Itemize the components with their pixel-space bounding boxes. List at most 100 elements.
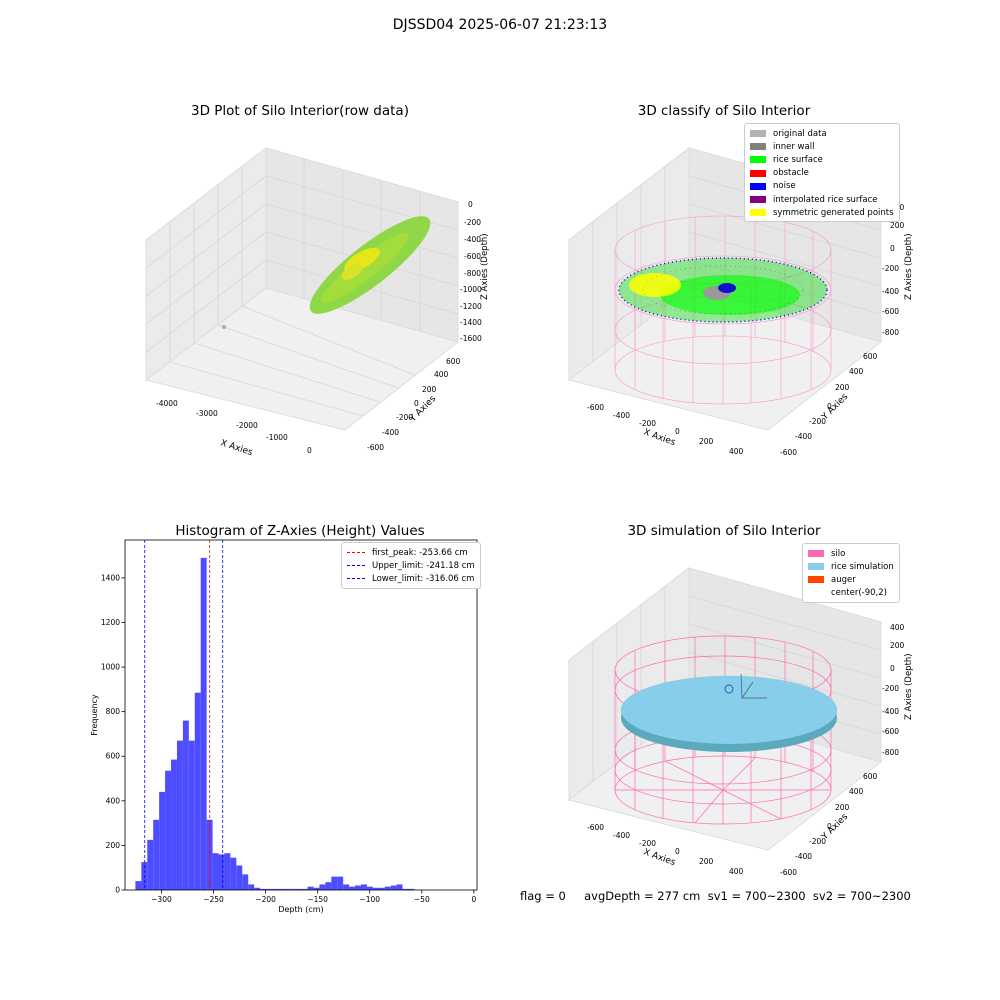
histogram-bar [159, 791, 166, 890]
svg-text:400: 400 [729, 867, 744, 876]
svg-text:-1600: -1600 [460, 334, 482, 343]
svg-text:0: 0 [468, 200, 473, 209]
histogram-bar [372, 887, 379, 890]
histogram-bar [206, 819, 213, 890]
classify-z-ticks: 400 200 0 -200 -400 -600 -800 [882, 203, 905, 337]
simulation-z-label: Z Axies (Depth) [904, 653, 914, 720]
svg-text:400: 400 [729, 447, 744, 456]
classify-x-ticks: -600 -400 -200 0 200 400 [587, 403, 744, 456]
histogram-bar [378, 887, 385, 890]
legend-item: Lower_limit: -316.06 cm [347, 572, 475, 585]
histogram-bar [224, 853, 231, 890]
legend-item: Upper_limit: -241.18 cm [347, 559, 475, 572]
raw-y-ticks: -600 -400 -200 0 200 400 600 [367, 357, 461, 452]
simulation-y-label: Y Axies [819, 812, 850, 843]
svg-text:0: 0 [675, 427, 680, 436]
svg-text:-1000: -1000 [460, 285, 482, 294]
simulation-y-ticks: -600 -400 -200 0 200 400 600 [780, 772, 878, 877]
classify-legend: original data inner wall rice surface ob… [744, 123, 900, 223]
raw-data-cloud [222, 216, 431, 329]
legend-item: symmetric generated points [750, 206, 894, 219]
histogram-bar [188, 740, 195, 890]
svg-text:-400: -400 [613, 411, 630, 420]
histogram-bar [271, 888, 278, 890]
classify-plot-title: 3D classify of Silo Interior [637, 103, 811, 119]
histogram-bar [147, 839, 154, 890]
simulation-plot-title: 3D simulation of Silo Interior [627, 523, 821, 539]
histogram-bar [135, 881, 142, 890]
svg-text:-600: -600 [464, 252, 481, 261]
histogram-bar [319, 884, 326, 890]
histogram-bar [337, 876, 344, 890]
histogram-bar [212, 853, 219, 890]
svg-text:-200: -200 [639, 419, 656, 428]
histogram-bar [289, 888, 296, 890]
svg-text:400: 400 [849, 367, 864, 376]
svg-text:-200: -200 [882, 264, 899, 273]
histogram-bar [236, 865, 243, 890]
simulation-3d-plot: -600 -400 -200 0 200 400 X Axies -600 -4… [567, 566, 914, 877]
y-tick-label: 800 [106, 707, 121, 716]
classify-rice-surface [618, 257, 828, 323]
histogram-bar [355, 885, 361, 890]
svg-text:0: 0 [890, 244, 895, 253]
svg-text:200: 200 [890, 221, 905, 230]
svg-text:-600: -600 [882, 307, 899, 316]
svg-text:200: 200 [835, 383, 850, 392]
simulation-z-ticks: 400 200 0 -200 -400 -600 -800 [882, 623, 905, 757]
svg-text:200: 200 [890, 641, 905, 650]
svg-text:600: 600 [863, 772, 878, 781]
raw-y-label: Y Axies [407, 394, 438, 425]
svg-text:-1000: -1000 [266, 433, 288, 442]
classify-z-label: Z Axies (Depth) [904, 233, 914, 300]
svg-text:-1200: -1200 [460, 302, 482, 311]
svg-text:-600: -600 [780, 868, 797, 877]
histogram-bar [325, 882, 332, 890]
histogram-bar [349, 886, 356, 890]
svg-text:-200: -200 [809, 837, 826, 846]
svg-text:0: 0 [827, 822, 832, 831]
histogram-bar [171, 759, 177, 890]
y-tick-label: 1200 [101, 618, 120, 627]
histogram-bar [248, 884, 255, 890]
svg-text:-200: -200 [809, 417, 826, 426]
histogram-bar [153, 819, 160, 890]
svg-text:-400: -400 [382, 428, 399, 437]
legend-item: rice simulation [808, 560, 894, 573]
histogram-bar [194, 692, 201, 890]
histogram-bar [390, 885, 397, 890]
x-tick-label: −200 [255, 895, 276, 904]
histogram-bar [165, 770, 172, 890]
histogram-bar [254, 887, 261, 890]
y-tick-label: 600 [106, 752, 121, 761]
raw-x-label: X Axies [219, 438, 254, 458]
histogram-bar [266, 888, 272, 890]
y-tick-label: 0 [115, 886, 120, 895]
x-tick-label: 0 [471, 895, 476, 904]
y-tick-label: 200 [106, 841, 121, 850]
svg-text:200: 200 [699, 437, 714, 446]
figure-title: DJSSD04 2025-06-07 21:23:13 [392, 17, 608, 33]
x-tick-label: −300 [151, 895, 172, 904]
svg-text:-200: -200 [882, 684, 899, 693]
histogram-bar [313, 887, 320, 890]
legend-item: first_peak: -253.66 cm [347, 546, 475, 559]
svg-text:-800: -800 [882, 328, 899, 337]
histogram-bar [408, 888, 415, 890]
svg-text:400: 400 [434, 370, 449, 379]
svg-text:-600: -600 [780, 448, 797, 457]
raw-z-label: Z Axies (Depth) [480, 233, 490, 300]
svg-text:400: 400 [890, 623, 905, 632]
legend-item: inner wall [750, 140, 894, 153]
histogram-bar [176, 740, 183, 890]
svg-text:600: 600 [863, 352, 878, 361]
histogram-bar [277, 888, 284, 890]
x-tick-label: −250 [203, 895, 224, 904]
plot-frame [124, 539, 478, 891]
simulation-x-ticks: -600 -400 -200 0 200 400 [587, 823, 744, 876]
svg-text:-400: -400 [882, 287, 899, 296]
svg-text:0: 0 [675, 847, 680, 856]
svg-text:-400: -400 [882, 707, 899, 716]
svg-text:-200: -200 [639, 839, 656, 848]
histogram-bar [331, 876, 338, 890]
